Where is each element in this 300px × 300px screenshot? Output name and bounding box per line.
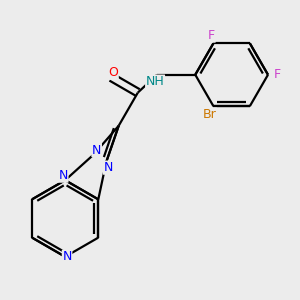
Text: F: F	[274, 68, 281, 81]
Text: N: N	[103, 161, 113, 174]
Text: O: O	[108, 66, 118, 79]
Text: Br: Br	[203, 108, 217, 121]
Text: NH: NH	[146, 75, 164, 88]
Text: F: F	[208, 29, 215, 42]
Text: N: N	[62, 250, 72, 263]
Text: N: N	[58, 169, 68, 182]
Text: N: N	[92, 143, 101, 157]
